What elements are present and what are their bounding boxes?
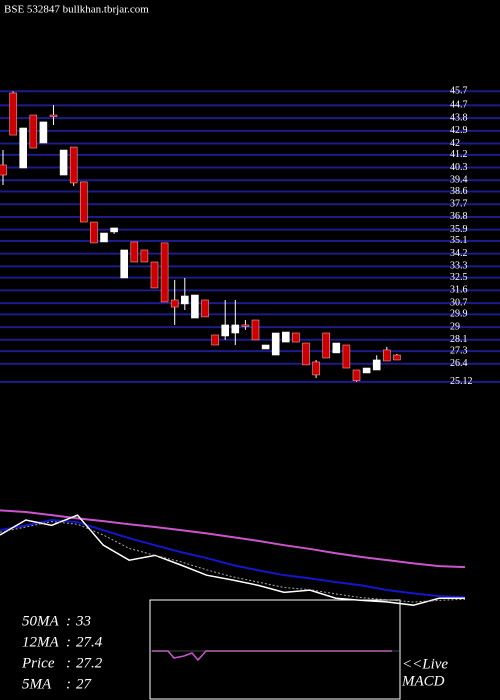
candle-body [292,332,300,343]
candle-body [221,324,229,337]
candle-body [130,241,139,263]
chart-title: BSE 532847 bullkhan.tbrjar.com [4,4,149,16]
ma-value: 27.2 [76,655,103,671]
y-tick-label: 38.6 [450,186,468,197]
y-tick-label: 25.12 [450,376,473,387]
y-tick-label: 31.6 [450,285,468,296]
candle-body [372,359,381,371]
candle-body [342,344,351,369]
candle-body [19,127,28,169]
y-tick-label: 29.9 [450,309,468,320]
y-tick-label: 41.2 [450,149,468,160]
candle-body [302,342,310,366]
candle-body [281,331,290,343]
ma-name: Price [21,655,55,671]
candle-body [271,332,280,356]
macd-label: MACD [401,673,445,689]
candle-body [160,242,169,303]
y-tick-label: 43.8 [450,112,468,123]
candle-body [0,164,7,176]
candle-body [201,299,209,318]
y-tick-label: 42.9 [450,125,468,136]
y-tick-label: 34.2 [450,248,468,259]
ma-sep: : [66,634,71,650]
candle-body [382,349,391,362]
candle-body [140,249,149,263]
y-tick-label: 40.3 [450,162,468,173]
candle-body [191,294,199,319]
candle-body [261,344,270,350]
candle-body [241,324,250,327]
candle-body [150,261,159,289]
ma-sep: : [66,655,71,671]
candle-body [231,324,240,334]
y-tick-label: 30.7 [450,297,468,308]
macd-live: <<Live [402,656,448,672]
ma-line [0,509,466,569]
y-tick-label: 44.7 [450,100,468,111]
candle-body [332,342,341,354]
y-tick-label: 29 [450,321,460,332]
ma-value: 27 [76,676,93,692]
y-tick-label: 37.7 [450,199,468,210]
candle-body [69,146,78,184]
candle-body [100,232,108,243]
y-tick-label: 32.5 [450,272,468,283]
y-tick-label: 28.1 [450,334,468,345]
ma-sep: : [66,613,71,629]
candle-body [393,354,401,361]
y-tick-label: 45.7 [450,86,468,97]
y-tick-label: 35.1 [450,235,468,246]
y-tick-label: 35.9 [450,224,468,235]
candle-body [9,92,17,136]
candle-body [59,149,68,176]
y-tick-label: 26.4 [450,358,468,369]
ma-value: 33 [75,613,91,629]
candle-body [29,114,38,149]
ma-line [0,518,466,599]
candle-body [362,367,371,374]
ma-name: 5MA [22,676,52,692]
candle-body [181,295,189,305]
candle-body [120,249,128,279]
candle-body [49,114,58,117]
candle-body [322,332,331,359]
candle-body [80,181,88,223]
y-tick-label: 27.3 [450,345,468,356]
macd-panel [149,599,401,700]
y-tick-label: 42 [450,138,460,149]
candle-body [170,299,179,308]
ma-name: 12MA [22,634,59,650]
ma-name: 50MA [22,613,59,629]
candle-body [110,227,118,233]
ma-sep: : [66,676,71,692]
candle-body [352,369,361,382]
y-tick-label: 39.4 [450,175,468,186]
ma-value: 27.4 [76,634,103,650]
candle-body [90,221,98,244]
candle-body [312,361,320,376]
ma-line [0,514,465,606]
candle-body [211,334,219,346]
candle-body [39,121,48,144]
candle-body [251,319,260,341]
y-tick-label: 36.8 [450,211,468,222]
y-tick-label: 33.3 [450,261,468,272]
macd-line [152,650,392,662]
